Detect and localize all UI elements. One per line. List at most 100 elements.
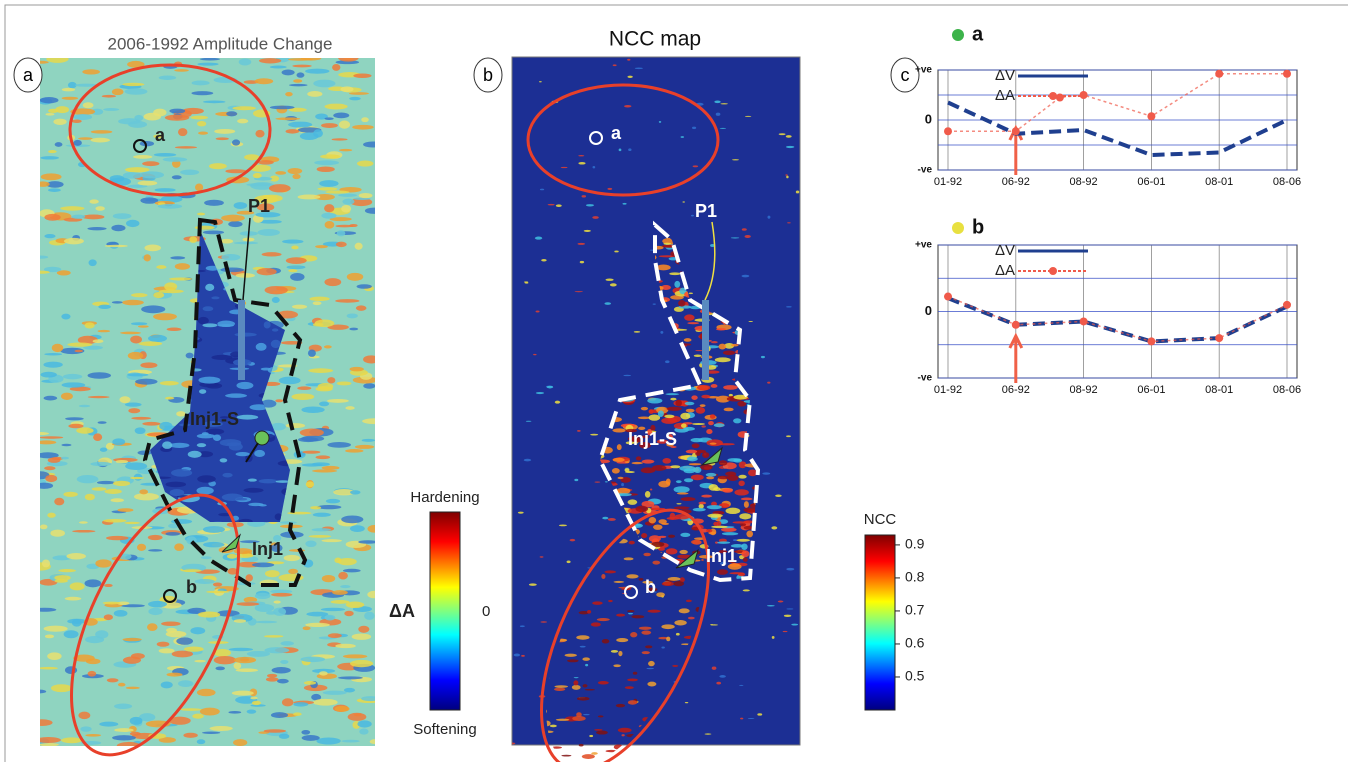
texture-speck	[596, 730, 608, 734]
texture-speck	[332, 138, 348, 140]
texture-speck	[689, 463, 702, 465]
texture-speck	[271, 593, 292, 597]
texture-speck	[714, 423, 725, 427]
texture-speck	[85, 579, 102, 587]
texture-speck	[180, 170, 199, 176]
texture-speck	[125, 88, 148, 95]
texture-speck	[65, 417, 84, 420]
series-point	[1215, 334, 1223, 342]
texture-speck	[183, 733, 197, 738]
texture-speck	[248, 479, 257, 482]
texture-speck	[200, 708, 220, 716]
x-tick-label: 08-06	[1273, 176, 1301, 188]
texture-speck	[261, 368, 272, 371]
texture-speck	[202, 732, 220, 734]
texture-speck	[722, 489, 733, 493]
texture-speck	[693, 508, 706, 512]
texture-speck	[213, 583, 222, 587]
texture-speck	[229, 443, 243, 451]
texture-speck	[510, 743, 516, 745]
texture-speck	[711, 384, 718, 388]
texture-speck	[514, 654, 520, 657]
texture-speck	[636, 456, 641, 460]
texture-speck	[343, 654, 367, 658]
texture-speck	[591, 622, 601, 626]
texture-speck	[244, 154, 259, 160]
texture-speck	[357, 720, 371, 727]
texture-speck	[153, 313, 177, 320]
texture-speck	[323, 691, 347, 695]
texture-speck	[123, 656, 141, 663]
texture-speck	[234, 662, 242, 669]
texture-speck	[280, 521, 297, 524]
texture-speck	[719, 675, 726, 678]
texture-speck	[148, 535, 163, 540]
texture-speck	[161, 682, 173, 689]
texture-speck	[320, 154, 340, 158]
texture-speck	[616, 638, 628, 642]
texture-speck	[262, 252, 282, 256]
texture-speck	[535, 237, 542, 240]
texture-speck	[598, 681, 609, 685]
texture-speck	[122, 83, 144, 86]
texture-speck	[618, 728, 632, 733]
texture-speck	[190, 627, 205, 634]
texture-speck	[662, 458, 671, 464]
legend-label: ΔV	[995, 67, 1015, 84]
texture-speck	[592, 601, 603, 605]
x-tick-label: 08-92	[1070, 384, 1098, 396]
texture-speck	[681, 497, 696, 501]
amplitude-map	[31, 54, 387, 749]
texture-speck	[606, 750, 618, 752]
texture-speck	[138, 325, 149, 327]
texture-speck	[367, 525, 380, 533]
texture-speck	[605, 481, 608, 482]
texture-speck	[290, 273, 304, 281]
texture-speck	[301, 730, 310, 735]
texture-speck	[126, 687, 140, 690]
texture-speck	[711, 526, 727, 528]
texture-speck	[254, 450, 265, 457]
texture-speck	[271, 712, 288, 718]
texture-speck	[130, 717, 143, 725]
texture-speck	[286, 423, 305, 428]
texture-speck	[702, 452, 709, 458]
texture-speck	[197, 689, 216, 696]
texture-speck	[733, 418, 741, 423]
texture-speck	[328, 633, 342, 638]
texture-speck	[60, 206, 84, 211]
texture-speck	[293, 702, 308, 706]
texture-speck	[705, 733, 712, 734]
texture-speck	[614, 745, 624, 750]
texture-speck	[40, 524, 48, 529]
texture-speck	[529, 583, 537, 586]
texture-speck	[98, 421, 107, 424]
texture-speck	[275, 399, 283, 402]
injector-label: Inj1-S	[628, 429, 677, 449]
y-tick-label: 0	[925, 303, 932, 318]
texture-speck	[138, 181, 158, 186]
texture-speck	[255, 130, 264, 138]
texture-speck	[686, 600, 692, 602]
texture-speck	[44, 353, 62, 355]
texture-speck	[68, 424, 83, 428]
texture-speck	[672, 665, 678, 667]
texture-speck	[63, 492, 77, 497]
texture-speck	[349, 97, 361, 100]
texture-speck	[627, 76, 632, 78]
texture-speck	[367, 591, 381, 599]
texture-speck	[580, 261, 584, 263]
texture-speck	[613, 581, 624, 583]
texture-speck	[54, 575, 70, 580]
texture-speck	[608, 600, 613, 602]
texture-speck	[321, 213, 336, 219]
texture-speck	[628, 148, 631, 151]
texture-speck	[292, 174, 300, 179]
texture-speck	[556, 204, 562, 207]
texture-speck	[613, 664, 620, 667]
texture-speck	[139, 489, 148, 494]
texture-speck	[252, 562, 274, 567]
texture-speck	[175, 146, 197, 149]
texture-speck	[681, 423, 687, 427]
texture-speck	[198, 317, 209, 324]
